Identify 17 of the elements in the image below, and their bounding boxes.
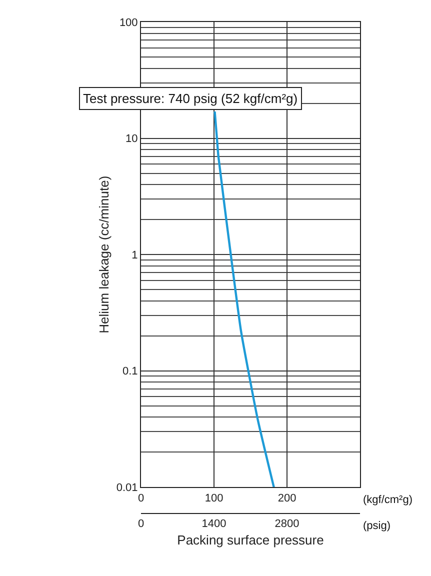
line-series — [214, 110, 275, 488]
x2-tick-label: 0 — [138, 518, 144, 530]
text: (kgf/cm²g) — [363, 494, 412, 506]
x-tick-label: 100 — [204, 492, 224, 504]
x-tick-label: 0 — [138, 492, 144, 504]
y-tick-label: 1 — [132, 249, 138, 262]
x2-tick-label: 2800 — [274, 518, 300, 530]
y-axis-title: Helium leakage (cc/minute) — [96, 176, 112, 334]
x2-tick-label: 1400 — [202, 518, 226, 530]
y-tick-label: 100 — [119, 16, 138, 29]
y-tick-label: 10 — [126, 133, 138, 146]
annotation: Test pressure: 740 psig (52 kgf/cm²g) — [83, 91, 298, 106]
text: (psig) — [363, 520, 391, 532]
x-tick-label: 200 — [278, 492, 296, 504]
x-axis-title: Packing surface pressure — [177, 532, 324, 548]
y-tick-label: 0.1 — [122, 366, 138, 378]
y-tick-label: 0.01 — [116, 482, 138, 494]
